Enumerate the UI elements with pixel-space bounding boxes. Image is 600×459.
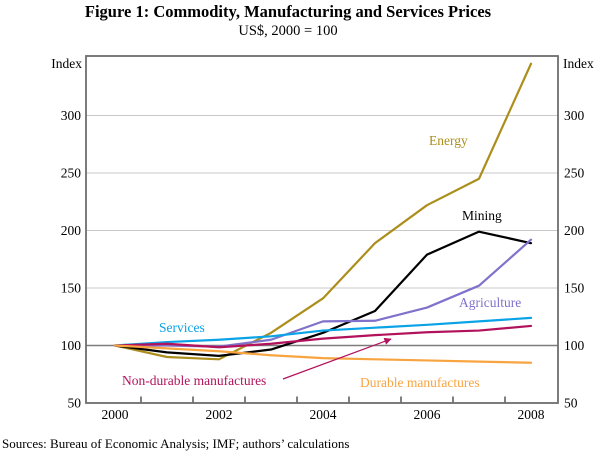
plot-border bbox=[85, 55, 559, 404]
line-services bbox=[113, 316, 533, 347]
y-tick-label-left: 100 bbox=[61, 338, 82, 353]
series-label-services: Services bbox=[159, 320, 205, 335]
y-axis-unit-left: Index bbox=[51, 56, 82, 71]
series-label-mining: Mining bbox=[462, 208, 502, 223]
y-tick-label-left: 250 bbox=[61, 166, 82, 181]
series-label-agriculture: Agriculture bbox=[459, 295, 522, 310]
y-tick-label-right: 250 bbox=[564, 166, 585, 181]
series-lines bbox=[113, 62, 533, 364]
y-tick-label-right: 150 bbox=[564, 281, 585, 296]
y-axis-unit-right: Index bbox=[563, 56, 594, 71]
x-tick-label: 2004 bbox=[310, 407, 337, 422]
line-durable-manufactures bbox=[113, 344, 533, 364]
y-tick-label-left: 200 bbox=[61, 223, 82, 238]
y-tick-label-right: 300 bbox=[564, 108, 585, 123]
y-tick-label-right: 50 bbox=[564, 396, 578, 411]
x-tick-label: 2002 bbox=[206, 407, 233, 422]
figure-title: Figure 1: Commodity, Manufacturing and S… bbox=[84, 2, 492, 21]
series-label-energy: Energy bbox=[429, 133, 468, 148]
line-energy bbox=[113, 62, 533, 361]
source-note: Sources: Bureau of Economic Analysis; IM… bbox=[2, 436, 350, 451]
figure-subtitle: US$, 2000 = 100 bbox=[238, 23, 338, 39]
x-tick-label: 2006 bbox=[414, 407, 441, 422]
y-tick-label-left: 50 bbox=[68, 396, 82, 411]
gridlines bbox=[86, 115, 558, 347]
series-label-durable-manufactures: Durable manufactures bbox=[360, 375, 480, 390]
x-tick-label: 2000 bbox=[102, 407, 129, 422]
series-label-nondurable-manufactures: Non-durable manufactures bbox=[122, 373, 267, 388]
line-mining bbox=[113, 230, 533, 357]
nondurable-label-arrow bbox=[282, 337, 392, 380]
axis-ticks-and-labels: 50 50 100 100 150 150 200 200 250 250 300 300 2000 20… bbox=[61, 108, 585, 422]
x-tick-label: 2008 bbox=[518, 407, 545, 422]
y-tick-label-left: 150 bbox=[61, 281, 82, 296]
line-non-durable-manufactures bbox=[113, 324, 533, 349]
y-tick-label-left: 300 bbox=[61, 108, 82, 123]
y-tick-label-right: 100 bbox=[564, 338, 585, 353]
y-tick-label-right: 200 bbox=[564, 223, 585, 238]
